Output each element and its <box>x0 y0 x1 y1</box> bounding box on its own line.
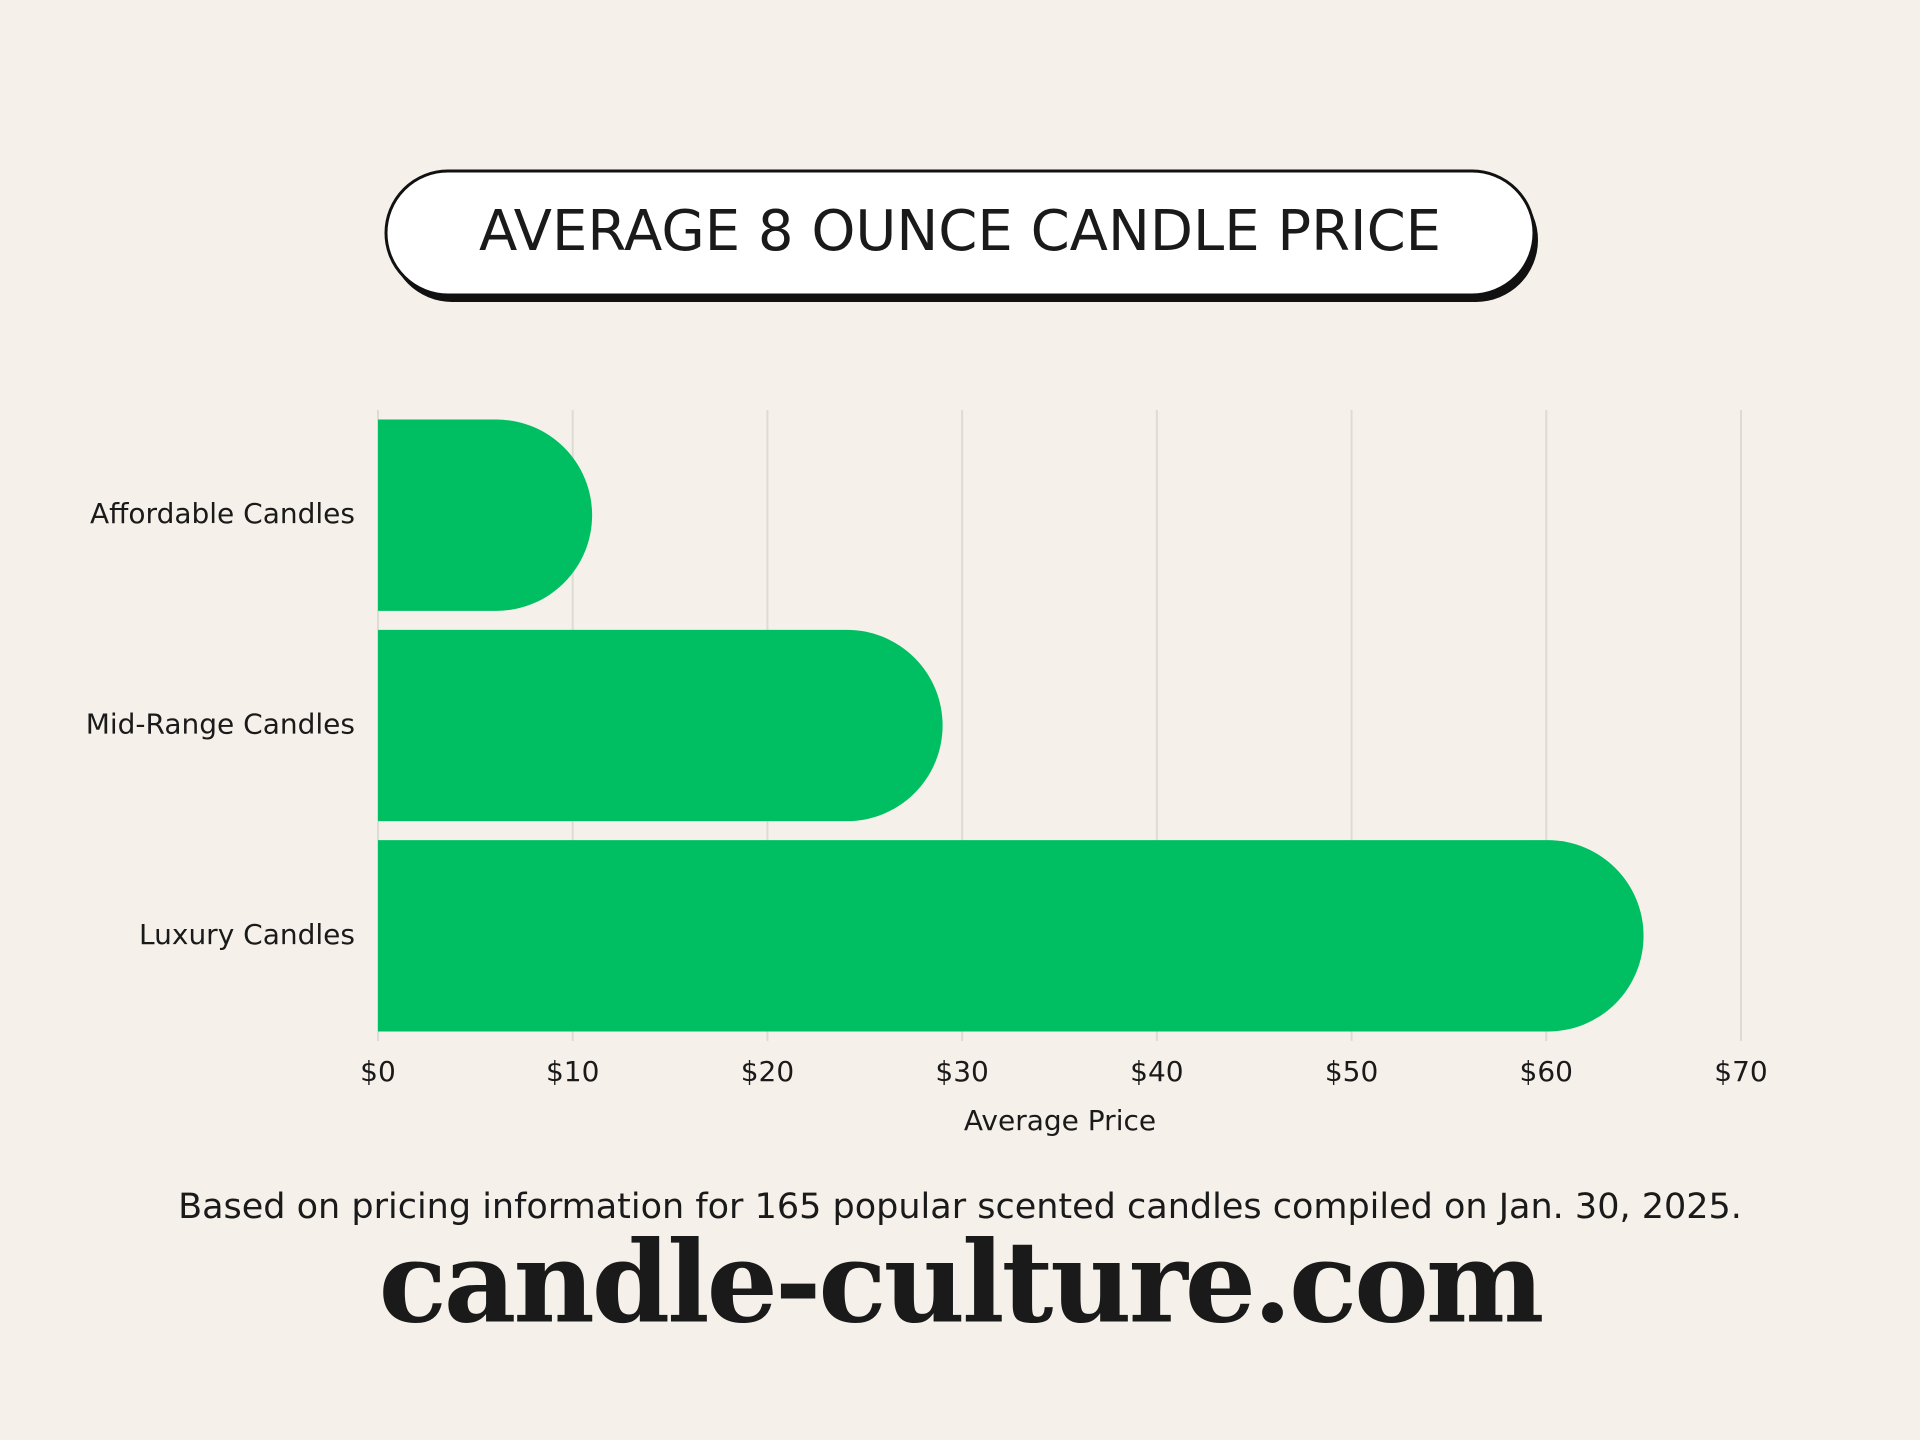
x-tick-label: $0 <box>360 1055 396 1088</box>
x-tick-label: $20 <box>741 1055 794 1088</box>
chart-title: AVERAGE 8 OUNCE CANDLE PRICE <box>479 199 1441 264</box>
x-tick-label: $10 <box>546 1055 599 1088</box>
bar <box>378 629 943 822</box>
x-axis-label: Average Price <box>964 1104 1156 1137</box>
x-tick-label: $70 <box>1714 1055 1767 1088</box>
y-tick-label: Affordable Candles <box>90 497 355 530</box>
y-tick-label: Mid-Range Candles <box>86 708 355 741</box>
y-tick-label: Luxury Candles <box>139 918 355 951</box>
source-logo: candle-culture.com <box>379 1217 1542 1348</box>
title-pill <box>384 169 1536 297</box>
bar <box>378 419 593 611</box>
x-tick-label: $30 <box>935 1055 988 1088</box>
bar <box>378 840 1644 1032</box>
x-tick-label: $60 <box>1520 1055 1573 1088</box>
x-tick-label: $50 <box>1325 1055 1378 1088</box>
x-tick-label: $40 <box>1130 1055 1183 1088</box>
footnote: Based on pricing information for 165 pop… <box>178 1187 1742 1227</box>
